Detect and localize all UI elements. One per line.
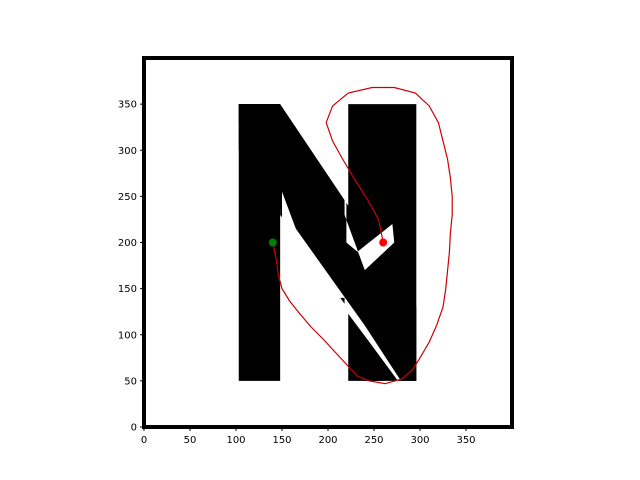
y-tick-label: 250 xyxy=(118,192,137,203)
x-tick-label: 150 xyxy=(272,435,291,446)
y-tick-label: 350 xyxy=(118,100,137,111)
y-tick-label: 300 xyxy=(118,146,137,157)
y-tick-label: 50 xyxy=(124,376,137,387)
goal-marker xyxy=(268,238,277,247)
y-axis-ticks: 0 50 100 150 200 250 300 350 xyxy=(118,100,144,434)
y-tick-label: 150 xyxy=(118,284,137,295)
endpoint-markers xyxy=(268,238,388,247)
free-channel-left xyxy=(282,191,400,381)
x-tick-label: 250 xyxy=(364,435,383,446)
solution-path xyxy=(272,86,453,385)
obstacle-diagonal-band xyxy=(238,104,417,381)
solution-path-layer xyxy=(272,86,453,385)
x-tick-label: 200 xyxy=(318,435,337,446)
y-tick-label: 100 xyxy=(118,330,137,341)
x-tick-label: 50 xyxy=(184,435,197,446)
x-tick-label: 300 xyxy=(410,435,429,446)
x-tick-label: 100 xyxy=(226,435,245,446)
x-tick-label: 350 xyxy=(456,435,475,446)
y-tick-label: 0 xyxy=(131,423,137,434)
x-tick-label: 0 xyxy=(141,435,147,446)
y-tick-label: 200 xyxy=(118,238,137,249)
x-axis-ticks: 0 50 100 150 200 250 300 350 xyxy=(141,427,476,446)
obstacle-layer xyxy=(238,104,417,381)
start-marker xyxy=(379,238,388,247)
